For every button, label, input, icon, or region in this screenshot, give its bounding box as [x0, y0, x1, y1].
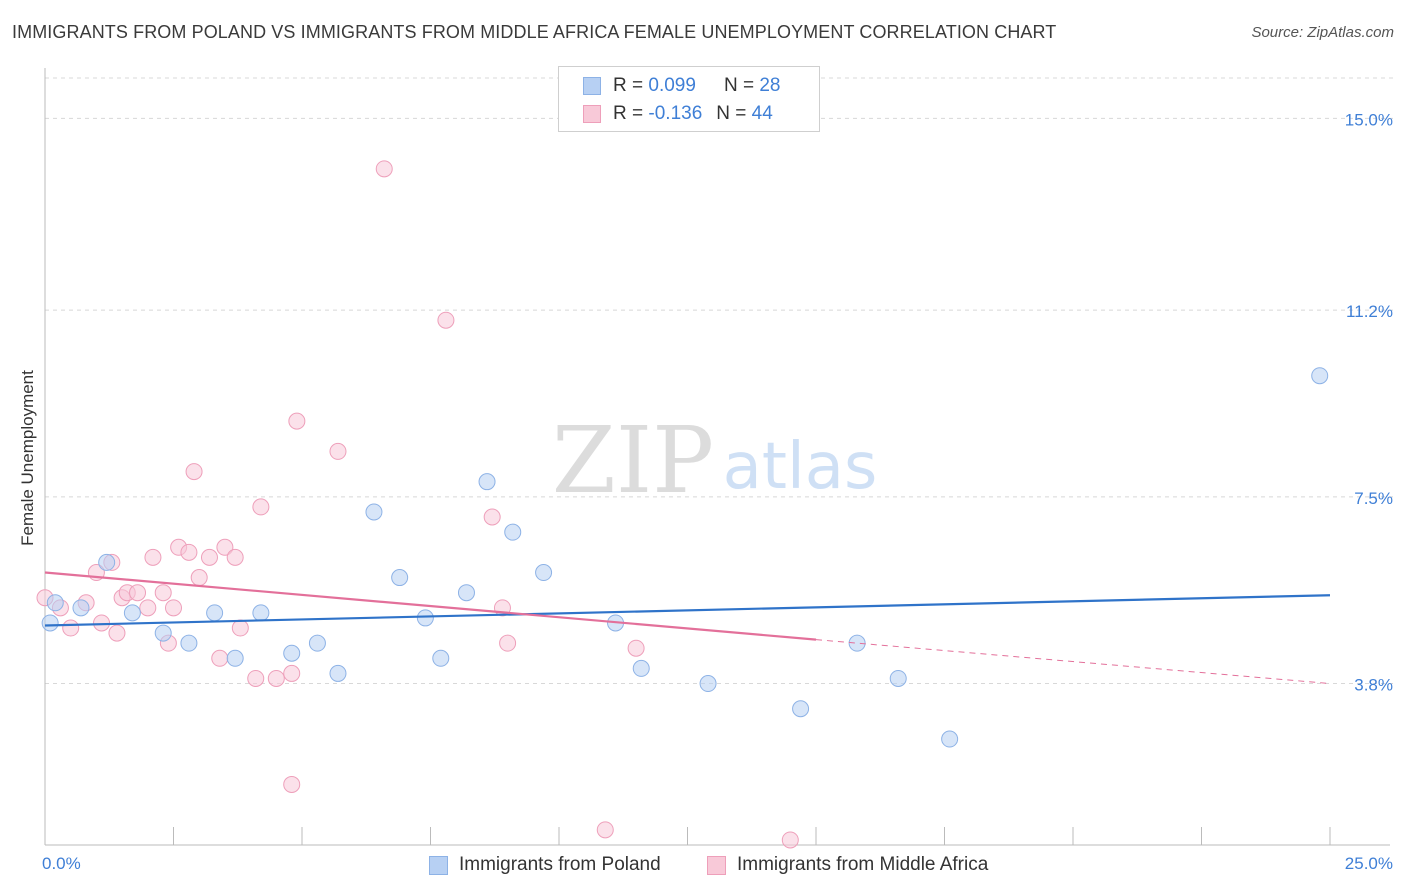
- data-point-africa: [231, 619, 249, 637]
- legend-label-poland: Immigrants from Poland: [459, 854, 661, 875]
- data-point-poland: [72, 599, 90, 617]
- data-point-poland: [632, 659, 650, 677]
- data-point-africa: [154, 584, 172, 602]
- data-point-africa: [781, 831, 799, 849]
- grid-lines: [45, 77, 1393, 685]
- data-point-africa: [329, 442, 347, 460]
- data-point-africa: [211, 649, 229, 667]
- legend-swatch-africa: [583, 105, 601, 123]
- trendline-poland: [44, 594, 1331, 627]
- series-poland-points: [41, 367, 1329, 748]
- data-point-poland: [365, 503, 383, 521]
- data-point-africa: [437, 311, 455, 329]
- legend-swatch-poland: [583, 77, 601, 95]
- data-point-poland: [391, 569, 409, 587]
- data-point-poland: [206, 604, 224, 622]
- data-point-africa: [483, 508, 501, 526]
- data-point-africa: [185, 463, 203, 481]
- data-point-poland: [308, 634, 326, 652]
- watermark-atlas: atlas: [723, 430, 878, 504]
- legend-item-poland[interactable]: Immigrants from Poland: [429, 852, 661, 878]
- data-point-poland: [329, 664, 347, 682]
- source-label: Source: ZipAtlas.com: [1251, 24, 1394, 41]
- data-point-poland: [848, 634, 866, 652]
- data-point-africa: [200, 548, 218, 566]
- trendline-africa: [44, 571, 817, 641]
- y-tick-label: 11.2%: [1346, 302, 1393, 321]
- data-point-poland: [1311, 367, 1329, 385]
- legend-r-value: -0.136: [648, 103, 703, 124]
- data-point-africa: [283, 664, 301, 682]
- data-point-africa: [627, 639, 645, 657]
- y-axis-label: Female Unemployment: [18, 370, 37, 546]
- x-tick-label: 25.0%: [1345, 854, 1393, 873]
- data-point-africa: [216, 538, 234, 556]
- data-point-poland: [699, 675, 717, 693]
- x-tick-label: 0.0%: [42, 854, 81, 873]
- data-point-africa: [499, 634, 517, 652]
- legend-r-label: R =: [613, 75, 644, 96]
- data-point-poland: [535, 564, 553, 582]
- legend-r-label: R =: [613, 103, 644, 124]
- data-point-poland: [416, 609, 434, 627]
- legend-n-label: N =: [716, 103, 747, 124]
- data-point-poland: [457, 584, 475, 602]
- legend-r-value: 0.099: [648, 75, 696, 96]
- tick-labels: 3.8% 7.5% 11.2% 15.0% 0.0% 25.0%: [42, 110, 1393, 873]
- legend-label-africa: Immigrants from Middle Africa: [737, 854, 989, 875]
- y-tick-label: 7.5%: [1354, 489, 1393, 508]
- data-point-africa: [596, 821, 614, 839]
- data-point-poland: [123, 604, 141, 622]
- data-point-africa: [129, 584, 147, 602]
- series-legend: Immigrants from Poland Immigrants from M…: [0, 852, 1406, 878]
- data-point-africa: [247, 669, 265, 687]
- legend-item-africa[interactable]: Immigrants from Middle Africa: [707, 852, 988, 878]
- legend-n-value: 28: [759, 75, 781, 96]
- data-point-africa: [190, 569, 208, 587]
- correlation-legend: R = 0.099 N = 28 R = -0.136 N = 44: [558, 66, 820, 132]
- data-point-africa: [165, 599, 182, 617]
- data-point-africa: [144, 548, 162, 566]
- data-point-poland: [180, 634, 198, 652]
- legend-row-africa: R = -0.136 N = 44: [583, 101, 773, 127]
- data-point-poland: [252, 604, 270, 622]
- data-point-africa: [252, 498, 270, 516]
- watermark-zip: ZIP: [552, 407, 714, 514]
- data-point-africa: [108, 624, 126, 642]
- data-point-africa: [375, 160, 393, 178]
- data-point-africa: [283, 775, 301, 793]
- trendline-africa: [815, 639, 1331, 685]
- chart-title: IMMIGRANTS FROM POLAND VS IMMIGRANTS FRO…: [12, 22, 1057, 42]
- data-point-poland: [792, 700, 810, 718]
- legend-row-poland: R = 0.099 N = 28: [583, 73, 780, 99]
- data-point-poland: [478, 473, 496, 491]
- data-point-africa: [288, 412, 306, 430]
- watermark: ZIP atlas: [552, 407, 877, 514]
- data-point-poland: [941, 730, 959, 748]
- y-tick-label: 15.0%: [1345, 110, 1393, 129]
- data-point-africa: [62, 619, 80, 637]
- data-point-africa: [139, 599, 157, 617]
- data-point-poland: [98, 553, 116, 571]
- data-point-poland: [432, 649, 450, 667]
- axes: [44, 68, 1390, 846]
- legend-swatch-africa: [707, 855, 726, 875]
- legend-swatch-poland: [429, 855, 448, 875]
- data-point-poland: [504, 523, 522, 541]
- y-tick-label: 3.8%: [1354, 676, 1393, 695]
- data-point-africa: [267, 669, 285, 687]
- data-point-africa: [226, 548, 244, 566]
- data-point-poland: [226, 649, 244, 667]
- data-point-poland: [154, 624, 172, 642]
- legend-n-label: N =: [723, 75, 755, 96]
- data-point-poland: [283, 644, 301, 662]
- legend-n-value: 44: [751, 103, 773, 124]
- trendlines: [44, 571, 1331, 685]
- data-point-poland: [889, 669, 907, 687]
- data-point-poland: [41, 614, 59, 632]
- data-point-africa: [180, 543, 198, 561]
- data-point-poland: [46, 594, 64, 612]
